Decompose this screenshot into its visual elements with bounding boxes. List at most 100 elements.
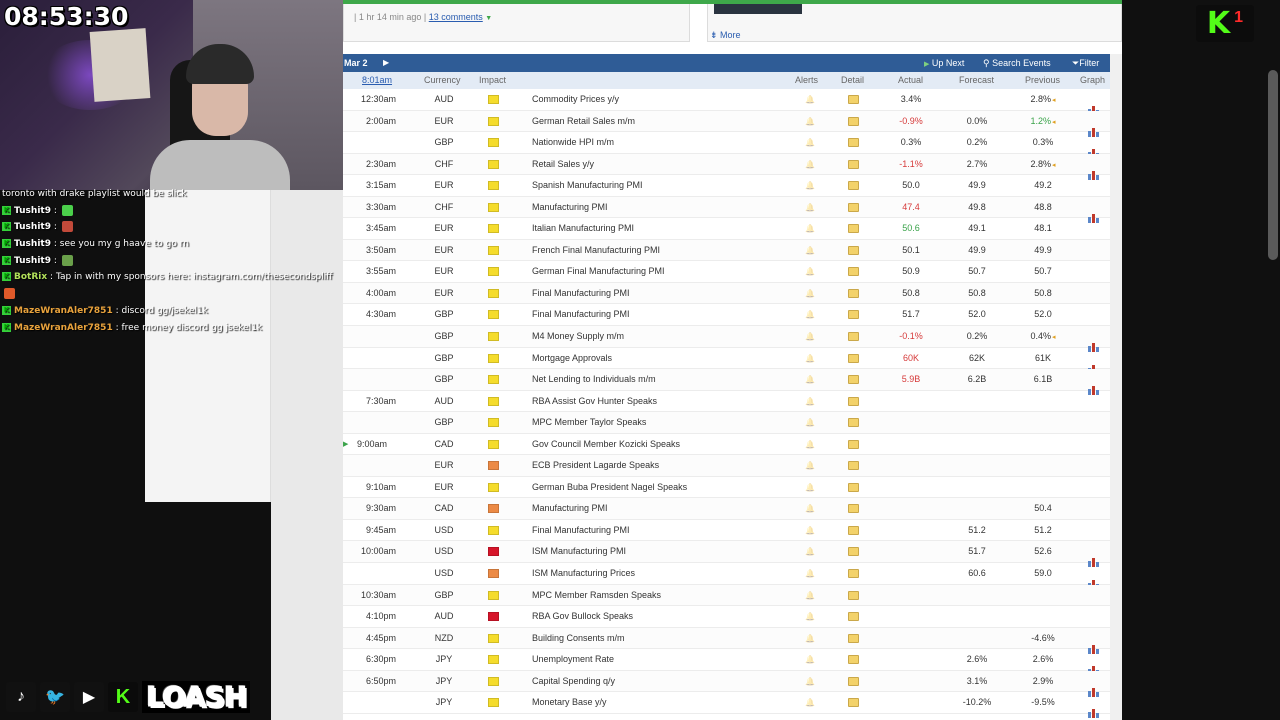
- event-row[interactable]: GBP MPC Member Taylor Speaks 🔔: [343, 412, 1110, 434]
- news-item-left[interactable]: | 1 hr 14 min ago | 13 comments ▼: [343, 4, 690, 42]
- graph-icon[interactable]: [1088, 546, 1099, 568]
- alert-bell-icon[interactable]: 🔔: [805, 116, 815, 126]
- detail-folder-icon[interactable]: [848, 655, 859, 665]
- alert-bell-icon[interactable]: 🔔: [805, 569, 815, 579]
- alert-bell-icon[interactable]: 🔔: [805, 676, 815, 686]
- event-title[interactable]: Manufacturing PMI: [532, 503, 608, 514]
- graph-icon[interactable]: [1088, 676, 1099, 697]
- event-row[interactable]: 3:15am EUR Spanish Manufacturing PMI 🔔 50.0 4…: [343, 175, 1110, 197]
- alert-bell-icon[interactable]: 🔔: [805, 590, 815, 600]
- search-events-button[interactable]: ⚲ Search Events: [983, 58, 1051, 68]
- detail-folder-icon[interactable]: [848, 547, 859, 557]
- alert-bell-icon[interactable]: 🔔: [805, 267, 815, 277]
- alert-bell-icon[interactable]: 🔔: [805, 288, 815, 298]
- event-row[interactable]: 3:50am EUR French Final Manufacturing PMI 🔔…: [343, 239, 1110, 262]
- alert-bell-icon[interactable]: 🔔: [805, 224, 815, 234]
- detail-folder-icon[interactable]: [848, 676, 859, 686]
- event-row[interactable]: GBP Mortgage Approvals 🔔 60K 62K 61K: [343, 348, 1110, 374]
- detail-folder-icon[interactable]: [848, 288, 859, 298]
- graph-icon[interactable]: [1088, 353, 1099, 374]
- alert-bell-icon[interactable]: 🔔: [805, 138, 815, 148]
- event-title[interactable]: German Retail Sales m/m: [532, 115, 636, 126]
- graph-icon[interactable]: [1088, 374, 1099, 396]
- detail-folder-icon[interactable]: [848, 245, 859, 255]
- alert-bell-icon[interactable]: 🔔: [805, 332, 815, 342]
- detail-folder-icon[interactable]: [848, 224, 859, 234]
- col-time[interactable]: 8:01am: [362, 75, 393, 85]
- impact-folder-icon[interactable]: [488, 439, 499, 449]
- detail-folder-icon[interactable]: [848, 138, 859, 148]
- event-row[interactable]: EUR ECB President Lagarde Speaks 🔔: [343, 455, 1110, 477]
- event-title[interactable]: Capital Spending q/y: [532, 675, 616, 686]
- impact-folder-icon[interactable]: [488, 676, 499, 686]
- graph-icon[interactable]: [1088, 94, 1099, 115]
- alert-bell-icon[interactable]: 🔔: [805, 482, 815, 492]
- impact-folder-icon[interactable]: [488, 525, 499, 535]
- chat-username[interactable]: Tushit9: [14, 222, 51, 233]
- impact-folder-icon[interactable]: [488, 590, 499, 600]
- graph-icon[interactable]: [1088, 697, 1099, 719]
- detail-folder-icon[interactable]: [848, 525, 859, 535]
- impact-folder-icon[interactable]: [488, 310, 499, 320]
- event-title[interactable]: German Buba President Nagel Speaks: [532, 481, 688, 492]
- graph-icon[interactable]: [1088, 654, 1099, 676]
- event-title[interactable]: ISM Manufacturing PMI: [532, 546, 627, 557]
- event-row[interactable]: 12:30am AUD Commodity Prices y/y 🔔 3.4% 2.8%◂: [343, 89, 1110, 115]
- calendar-date[interactable]: Mar 2: [344, 58, 368, 68]
- detail-folder-icon[interactable]: [848, 310, 859, 320]
- impact-folder-icon[interactable]: [488, 267, 499, 277]
- event-row[interactable]: GBP Nationwide HPI m/m 🔔 0.3% 0.2% 0.3%: [343, 132, 1110, 159]
- detail-folder-icon[interactable]: [848, 95, 859, 104]
- event-row[interactable]: 10:00am USD ISM Manufacturing PMI 🔔 51.7 52.6: [343, 541, 1110, 568]
- detail-folder-icon[interactable]: [848, 159, 859, 169]
- event-row[interactable]: 9:45am USD Final Manufacturing PMI 🔔 51.2 51.…: [343, 520, 1110, 542]
- chat-username[interactable]: Tushit9: [14, 205, 51, 216]
- event-row[interactable]: 4:45pm NZD Building Consents m/m 🔔 -4.6%: [343, 627, 1110, 654]
- event-row[interactable]: USD ISM Manufacturing Prices 🔔 60.6 59.0: [343, 563, 1110, 590]
- alert-bell-icon[interactable]: 🔔: [805, 159, 815, 169]
- impact-folder-icon[interactable]: [488, 418, 499, 428]
- event-title[interactable]: German Final Manufacturing PMI: [532, 266, 665, 277]
- detail-folder-icon[interactable]: [848, 353, 859, 363]
- detail-folder-icon[interactable]: [848, 418, 859, 428]
- chat-username[interactable]: Tushit9: [14, 255, 51, 266]
- event-title[interactable]: M4 Money Supply m/m: [532, 331, 625, 342]
- graph-icon[interactable]: [1088, 568, 1099, 590]
- event-row[interactable]: 9:00am ▶ CAD Gov Council Member Kozicki Spe…: [343, 434, 1110, 456]
- detail-folder-icon[interactable]: [848, 461, 859, 471]
- event-row[interactable]: 9:30am CAD Manufacturing PMI 🔔 50.4: [343, 498, 1110, 520]
- alert-bell-icon[interactable]: 🔔: [805, 375, 815, 385]
- up-next-button[interactable]: ▶ Up Next: [924, 58, 965, 68]
- event-row[interactable]: 2:00am EUR German Retail Sales m/m 🔔 -0.9% 0.…: [343, 110, 1110, 137]
- alert-bell-icon[interactable]: 🔔: [805, 439, 815, 449]
- page-scrollbar[interactable]: [1268, 70, 1278, 260]
- chat-username[interactable]: Tushit9: [14, 239, 51, 250]
- alert-bell-icon[interactable]: 🔔: [805, 310, 815, 320]
- detail-folder-icon[interactable]: [848, 612, 859, 622]
- graph-icon[interactable]: [1088, 116, 1099, 137]
- alert-bell-icon[interactable]: 🔔: [805, 95, 815, 104]
- event-title[interactable]: Net Lending to Individuals m/m: [532, 374, 656, 385]
- news-item-right[interactable]: ⇟ More: [707, 4, 1122, 42]
- alert-bell-icon[interactable]: 🔔: [805, 418, 815, 428]
- detail-folder-icon[interactable]: [848, 116, 859, 126]
- alert-bell-icon[interactable]: 🔔: [805, 698, 815, 708]
- calendar-scroll-track[interactable]: [1110, 54, 1122, 720]
- detail-folder-icon[interactable]: [848, 202, 859, 212]
- graph-icon[interactable]: [1088, 159, 1099, 180]
- alert-bell-icon[interactable]: 🔔: [805, 202, 815, 212]
- event-title[interactable]: RBA Assist Gov Hunter Speaks: [532, 395, 658, 406]
- detail-folder-icon[interactable]: [848, 633, 859, 643]
- impact-folder-icon[interactable]: [488, 353, 499, 363]
- event-row[interactable]: 4:30am GBP Final Manufacturing PMI 🔔 51.7 52.…: [343, 304, 1110, 327]
- impact-folder-icon[interactable]: [488, 288, 499, 298]
- impact-folder-icon[interactable]: [488, 181, 499, 191]
- event-row[interactable]: 6:50pm JPY Capital Spending q/y 🔔 3.1% 2.9%: [343, 670, 1110, 697]
- detail-folder-icon[interactable]: [848, 332, 859, 342]
- detail-folder-icon[interactable]: [848, 504, 859, 514]
- detail-folder-icon[interactable]: [848, 439, 859, 449]
- event-title[interactable]: Final Manufacturing PMI: [532, 287, 630, 298]
- event-row[interactable]: 4:00am EUR Final Manufacturing PMI 🔔 50.8 50.…: [343, 282, 1110, 305]
- alert-bell-icon[interactable]: 🔔: [805, 461, 815, 471]
- event-row[interactable]: 3:30am CHF Manufacturing PMI 🔔 47.4 49.8 48.8: [343, 196, 1110, 223]
